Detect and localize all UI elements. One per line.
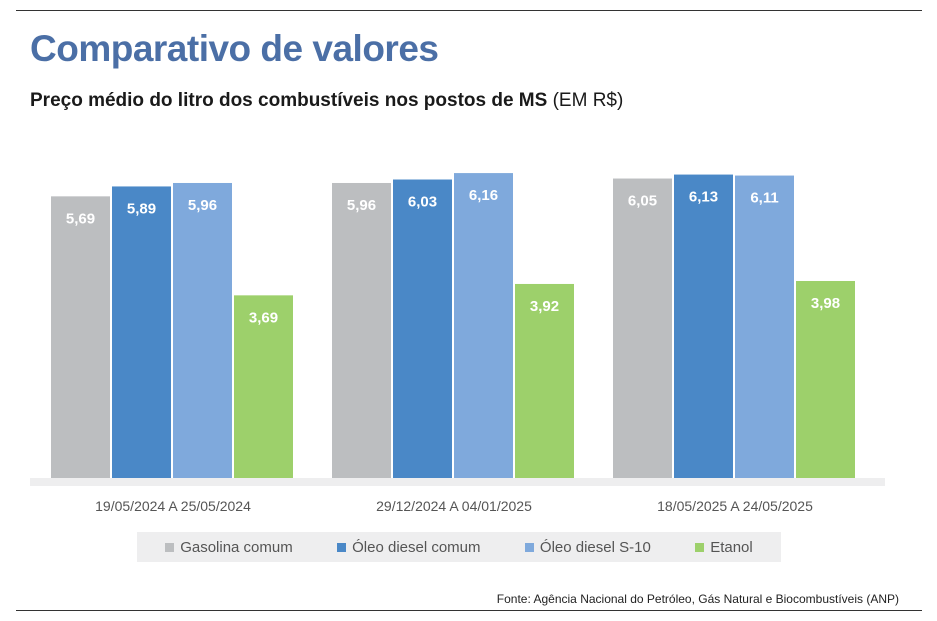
bar-value-label: 3,98 <box>811 295 840 312</box>
bar <box>51 196 110 478</box>
legend-label: Gasolina comum <box>180 538 293 556</box>
bar <box>112 186 171 478</box>
bar-value-label: 5,96 <box>347 197 376 214</box>
bar <box>332 182 391 479</box>
legend-label: Óleo diesel comum <box>352 538 481 556</box>
baseline-band <box>30 478 885 486</box>
legend-label: Etanol <box>710 538 753 556</box>
bottom-rule <box>16 610 922 611</box>
legend: Gasolina comum Óleo diesel comum Óleo dies… <box>137 532 781 562</box>
bar-value-label: 5,89 <box>127 200 156 217</box>
legend-swatch <box>695 542 705 552</box>
legend-label: Óleo diesel S-10 <box>539 538 651 556</box>
bar-value-label: 3,69 <box>249 309 278 326</box>
bars-group: 5,69 5,89 5,96 3,69 5,96 6,03 6,16 3,92 6,05 6,13… <box>51 173 855 479</box>
bar-value-label: 6,05 <box>628 193 657 210</box>
bar <box>674 174 733 478</box>
bar <box>613 178 672 478</box>
legend-item: Óleo diesel comum <box>337 538 481 556</box>
bar-value-label: 5,96 <box>188 197 217 214</box>
category-labels: 19/05/2024 A 25/05/2024 29/12/2024 A 04/0… <box>95 498 813 514</box>
legend-item: Óleo diesel S-10 <box>524 538 651 556</box>
bar-value-label: 3,92 <box>530 298 559 315</box>
legend-item: Etanol <box>695 539 753 556</box>
bar-value-label: 6,03 <box>408 194 437 211</box>
subtitle-text: Preço médio do litro dos combustíveis no… <box>30 90 548 111</box>
bar <box>393 179 452 478</box>
top-rule <box>16 10 922 11</box>
bar <box>796 280 855 478</box>
bar <box>173 182 232 479</box>
bar-chart: 5,69 5,89 5,96 3,69 5,96 6,03 6,16 3,92 6,05 6,13… <box>30 173 885 514</box>
legend-swatch <box>524 542 534 552</box>
bar <box>234 295 293 478</box>
bar <box>735 175 794 478</box>
chart-title: Comparativo de valores <box>30 28 439 69</box>
category-label: 19/05/2024 A 25/05/2024 <box>95 498 251 514</box>
bar-value-label: 6,13 <box>689 189 718 206</box>
category-label: 18/05/2025 A 24/05/2025 <box>657 498 813 514</box>
bar <box>515 283 574 478</box>
chart-subtitle: Preço médio do litro dos combustíveis no… <box>30 90 623 112</box>
category-label: 29/12/2024 A 04/01/2025 <box>376 498 532 514</box>
source-note: Fonte: Agência Nacional do Petróleo, Gás… <box>496 592 899 606</box>
bar-value-label: 6,16 <box>469 187 498 204</box>
legend-swatch <box>165 542 175 552</box>
bar <box>454 173 513 478</box>
bar-value-label: 6,11 <box>750 190 778 207</box>
bar-value-label: 5,69 <box>66 210 95 227</box>
legend-item: Gasolina comum <box>165 539 293 556</box>
subtitle-unit: (EM R$) <box>552 90 624 111</box>
legend-swatch <box>337 542 347 552</box>
